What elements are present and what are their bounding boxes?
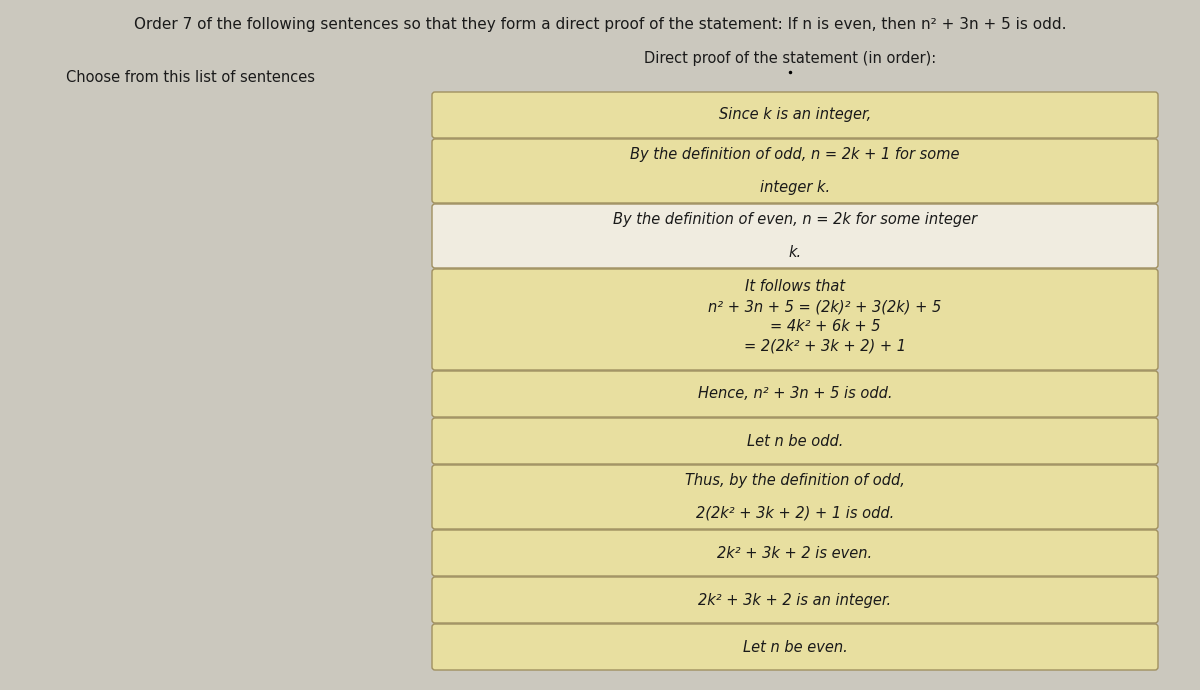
- Text: Hence, n² + 3n + 5 is odd.: Hence, n² + 3n + 5 is odd.: [697, 386, 893, 402]
- FancyBboxPatch shape: [432, 530, 1158, 576]
- Text: k.: k.: [788, 245, 802, 259]
- Text: 2k² + 3k + 2 is an integer.: 2k² + 3k + 2 is an integer.: [698, 593, 892, 607]
- Text: Direct proof of the statement (in order):: Direct proof of the statement (in order)…: [644, 50, 936, 66]
- Text: Thus, by the definition of odd,: Thus, by the definition of odd,: [685, 473, 905, 489]
- Text: 2(2k² + 3k + 2) + 1 is odd.: 2(2k² + 3k + 2) + 1 is odd.: [696, 506, 894, 521]
- FancyBboxPatch shape: [432, 577, 1158, 623]
- Text: = 2(2k² + 3k + 2) + 1: = 2(2k² + 3k + 2) + 1: [744, 339, 906, 354]
- Text: Let n be even.: Let n be even.: [743, 640, 847, 655]
- Text: By the definition of even, n = 2k for some integer: By the definition of even, n = 2k for so…: [613, 213, 977, 227]
- FancyBboxPatch shape: [432, 92, 1158, 138]
- Text: Since k is an integer,: Since k is an integer,: [719, 108, 871, 123]
- FancyBboxPatch shape: [432, 204, 1158, 268]
- Text: 2k² + 3k + 2 is even.: 2k² + 3k + 2 is even.: [718, 546, 872, 560]
- FancyBboxPatch shape: [432, 269, 1158, 370]
- FancyBboxPatch shape: [432, 624, 1158, 670]
- Text: n² + 3n + 5 = (2k)² + 3(2k) + 5: n² + 3n + 5 = (2k)² + 3(2k) + 5: [708, 299, 942, 314]
- Text: Let n be odd.: Let n be odd.: [746, 433, 844, 448]
- Text: = 4k² + 6k + 5: = 4k² + 6k + 5: [769, 319, 881, 334]
- Text: It follows that: It follows that: [745, 279, 845, 295]
- Text: integer k.: integer k.: [760, 179, 830, 195]
- Text: Order 7 of the following sentences so that they form a direct proof of the state: Order 7 of the following sentences so th…: [133, 17, 1067, 32]
- FancyBboxPatch shape: [432, 371, 1158, 417]
- FancyBboxPatch shape: [432, 418, 1158, 464]
- Text: By the definition of odd, n = 2k + 1 for some: By the definition of odd, n = 2k + 1 for…: [630, 147, 960, 162]
- FancyBboxPatch shape: [432, 465, 1158, 529]
- FancyBboxPatch shape: [432, 139, 1158, 203]
- Text: Choose from this list of sentences: Choose from this list of sentences: [66, 70, 314, 86]
